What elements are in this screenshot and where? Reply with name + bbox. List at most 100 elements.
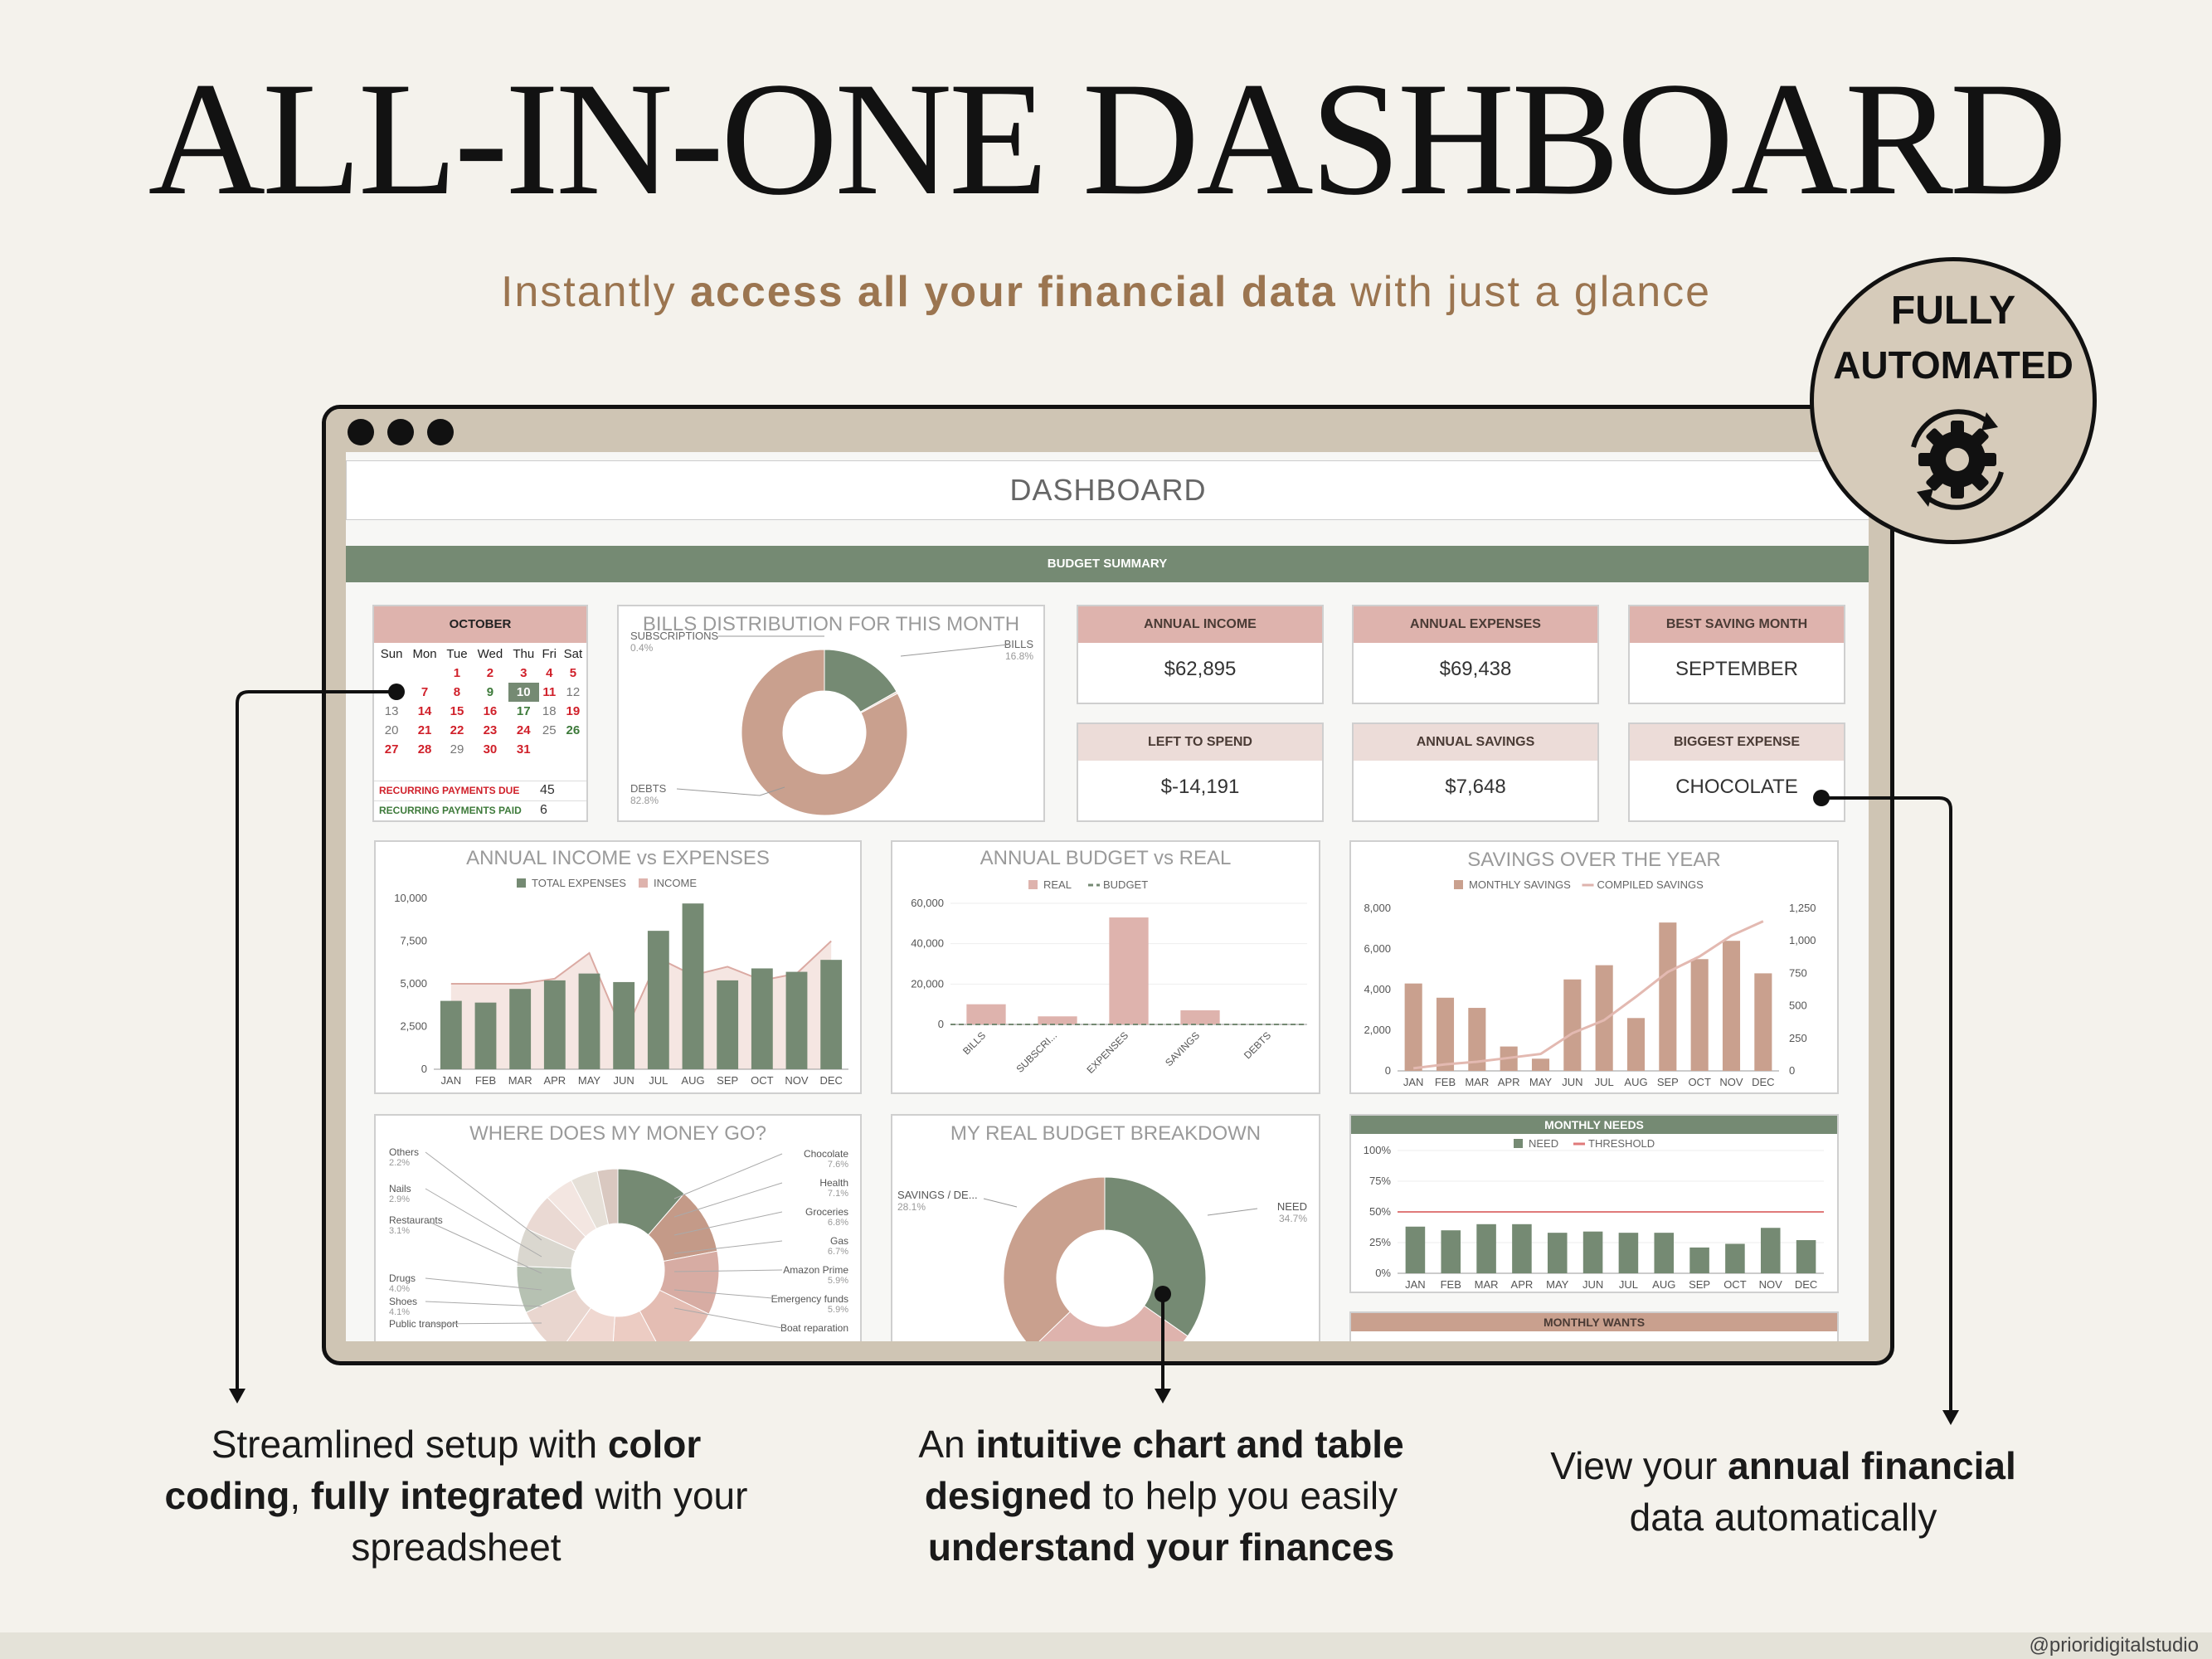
bar bbox=[820, 960, 843, 1069]
calendar-day[interactable]: 12 bbox=[566, 685, 581, 699]
weekday-label: Wed bbox=[477, 647, 503, 661]
x-tick-label: NOV bbox=[1719, 1076, 1743, 1088]
pie-label: Others bbox=[389, 1146, 419, 1158]
bar bbox=[1547, 1233, 1568, 1273]
pie-value: 4.1% bbox=[389, 1307, 410, 1317]
calendar-day[interactable]: 30 bbox=[483, 742, 498, 757]
calendar-day[interactable]: 20 bbox=[384, 723, 399, 737]
leader-line bbox=[673, 1269, 783, 1272]
window-close-dot[interactable] bbox=[348, 419, 374, 445]
calendar-day[interactable]: 4 bbox=[546, 666, 553, 680]
calendar-week: 1 2 3 4 5 bbox=[376, 664, 586, 683]
caption-left-b1: color coding bbox=[164, 1423, 702, 1517]
calendar-day[interactable]: 13 bbox=[384, 704, 399, 718]
weekday-label: Mon bbox=[412, 647, 437, 661]
pie-label: SUBSCRIPTIONS bbox=[630, 630, 719, 642]
subline-part2: with just a glance bbox=[1336, 268, 1712, 316]
calendar-day[interactable]: 18 bbox=[542, 704, 557, 718]
calendar-day[interactable]: 8 bbox=[453, 685, 461, 699]
bar bbox=[1476, 1224, 1496, 1273]
bar bbox=[1654, 1233, 1675, 1273]
bar bbox=[682, 903, 704, 1069]
pie-label: Amazon Prime bbox=[783, 1264, 848, 1276]
calendar-day[interactable]: 16 bbox=[483, 704, 498, 718]
recurring-due-value: 45 bbox=[540, 783, 555, 797]
calendar-day[interactable]: 24 bbox=[516, 723, 531, 737]
y-tick-label: 50% bbox=[1369, 1205, 1391, 1218]
calendar-day[interactable]: 29 bbox=[450, 742, 464, 757]
x-tick-label: AUG bbox=[1624, 1076, 1647, 1088]
y-tick-label: 60,000 bbox=[911, 897, 944, 909]
x-tick-label: JUL bbox=[1619, 1278, 1638, 1291]
x-tick-label: SEP bbox=[1657, 1076, 1679, 1088]
leader-line bbox=[676, 786, 785, 796]
y-tick-label: 0% bbox=[1375, 1267, 1391, 1279]
calendar-day[interactable]: 11 bbox=[542, 685, 557, 699]
real-budget-title: MY REAL BUDGET BREAKDOWN bbox=[950, 1122, 1262, 1145]
calendar-day[interactable]: 21 bbox=[417, 723, 432, 737]
calendar-day[interactable]: 17 bbox=[516, 704, 531, 718]
window-maximize-dot[interactable] bbox=[427, 419, 454, 445]
x-tick-label: SEP bbox=[1689, 1278, 1710, 1291]
bar bbox=[440, 1000, 462, 1069]
leader-line bbox=[673, 1182, 783, 1218]
calendar-day[interactable]: 25 bbox=[542, 723, 557, 737]
calendar-day[interactable]: 26 bbox=[566, 723, 581, 737]
pie-label: Shoes bbox=[389, 1296, 417, 1307]
calendar-day-today[interactable]: 10 bbox=[508, 683, 539, 702]
calendar-day[interactable]: 27 bbox=[384, 742, 399, 757]
calendar-day[interactable]: 22 bbox=[450, 723, 464, 737]
pie-value: 28.1% bbox=[897, 1201, 926, 1213]
y2-tick-label: 750 bbox=[1789, 966, 1807, 979]
weekday-label: Sat bbox=[563, 647, 583, 661]
kpi-best-saving-month: BEST SAVING MONTH SEPTEMBER bbox=[1628, 605, 1845, 704]
bar bbox=[717, 980, 739, 1069]
x-tick-label: FEB bbox=[1435, 1076, 1456, 1088]
compiled-savings-line bbox=[1412, 920, 1764, 1070]
leader-line bbox=[673, 1211, 783, 1236]
kpi-left-to-spend: LEFT TO SPEND $-14,191 bbox=[1077, 722, 1324, 822]
recurring-due-label: RECURRING PAYMENTS DUE bbox=[379, 785, 520, 796]
calendar-day[interactable]: 28 bbox=[417, 742, 432, 757]
calendar-day[interactable]: 31 bbox=[516, 742, 531, 757]
calendar-day[interactable]: 19 bbox=[566, 704, 581, 718]
kpi-value: $62,895 bbox=[1164, 658, 1237, 680]
calendar-week: 20 21 22 23 24 25 26 bbox=[376, 721, 586, 740]
calendar-day[interactable]: 7 bbox=[421, 685, 429, 699]
arrow-middle-head bbox=[1155, 1389, 1171, 1404]
x-tick-label: FEB bbox=[475, 1074, 496, 1087]
calendar-day[interactable]: 15 bbox=[450, 704, 464, 718]
kpi-value: SEPTEMBER bbox=[1675, 658, 1799, 680]
calendar-day[interactable]: 9 bbox=[486, 685, 494, 699]
leader-line bbox=[425, 1219, 542, 1274]
kpi-value: $7,648 bbox=[1445, 776, 1506, 798]
x-tick-label: JUL bbox=[649, 1074, 668, 1087]
y-tick-label: 40,000 bbox=[911, 937, 944, 950]
monthly-wants-title: MONTHLY WANTS bbox=[1351, 1313, 1837, 1331]
y-tick-label: 0 bbox=[938, 1018, 944, 1030]
calendar-day[interactable]: 1 bbox=[453, 666, 461, 680]
window-minimize-dot[interactable] bbox=[387, 419, 414, 445]
bar bbox=[1595, 965, 1613, 1071]
x-tick-label: MAY bbox=[1529, 1076, 1553, 1088]
calendar-day[interactable]: 5 bbox=[569, 666, 577, 680]
bar bbox=[1689, 1247, 1709, 1273]
pie-slice bbox=[741, 649, 908, 816]
caption-middle-p1: An bbox=[918, 1423, 976, 1466]
bar bbox=[1109, 917, 1149, 1024]
legend-label: REAL bbox=[1043, 878, 1072, 891]
calendar-day[interactable]: 14 bbox=[417, 704, 432, 718]
bills-distribution-panel: BILLS DISTRIBUTION FOR THIS MONTH BILLS 1… bbox=[617, 605, 1045, 822]
y-tick-label: 25% bbox=[1369, 1236, 1391, 1248]
calendar-day[interactable]: 3 bbox=[520, 666, 527, 680]
x-tick-label: APR bbox=[1511, 1278, 1534, 1291]
pie-slice bbox=[1104, 1176, 1207, 1337]
legend-swatch bbox=[639, 878, 648, 888]
calendar-day[interactable]: 2 bbox=[486, 666, 494, 680]
monthly-needs-panel: MONTHLY NEEDS NEED THRESHOLD 0% 25% 50% 75% 10… bbox=[1349, 1114, 1839, 1293]
bar bbox=[578, 973, 600, 1069]
pie-value: 4.0% bbox=[389, 1284, 410, 1294]
calendar-day[interactable]: 23 bbox=[483, 723, 498, 737]
